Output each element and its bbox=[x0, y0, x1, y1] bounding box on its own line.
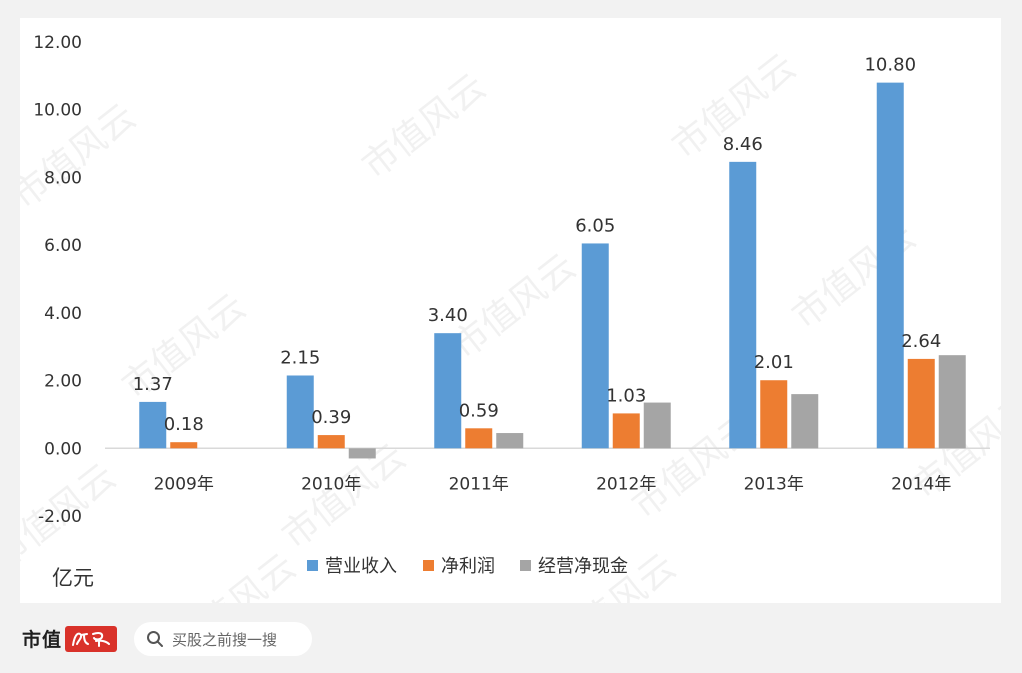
y-tick-label: 8.00 bbox=[44, 168, 82, 188]
x-tick-label: 2013年 bbox=[744, 474, 804, 494]
data-label: 0.18 bbox=[164, 414, 204, 435]
data-label: 0.39 bbox=[311, 407, 351, 428]
x-tick-label: 2010年 bbox=[301, 474, 361, 494]
x-tick-label: 2009年 bbox=[154, 474, 214, 494]
bar-1-3 bbox=[434, 333, 462, 449]
bar-2-6 bbox=[907, 358, 935, 449]
y-tick-label: 2.00 bbox=[44, 372, 82, 392]
brand-seal-logo bbox=[65, 625, 118, 652]
bar-3-6 bbox=[938, 355, 966, 449]
search-placeholder: 买股之前搜一搜 bbox=[172, 630, 278, 649]
search-icon bbox=[147, 631, 163, 647]
legend-swatch-2 bbox=[423, 560, 434, 571]
bar-2-4 bbox=[612, 413, 640, 449]
bar-1-4 bbox=[581, 243, 609, 449]
bar-2-2 bbox=[317, 435, 345, 449]
data-label: 3.40 bbox=[428, 305, 468, 326]
chart-card: 市值风云市值风云市值风云市值风云市值风云市值风云市值风云市值风云市值风云市值风云… bbox=[20, 18, 1001, 603]
search-box[interactable]: 买股之前搜一搜 bbox=[134, 622, 312, 656]
bar-3-2 bbox=[348, 448, 376, 459]
bar-2-1 bbox=[170, 442, 198, 449]
bar-1-2 bbox=[286, 375, 314, 449]
bar-1-5 bbox=[729, 161, 757, 449]
y-tick-label: 0.00 bbox=[44, 439, 82, 459]
legend-label-1: 营业收入 bbox=[325, 556, 397, 577]
legend-swatch-3 bbox=[520, 560, 531, 571]
bar-3-5 bbox=[791, 394, 819, 449]
x-tick-label: 2012年 bbox=[596, 474, 656, 494]
bar-2-5 bbox=[760, 380, 788, 449]
bar-chart: -2.00 0.00 2.00 4.00 6.00 8.00 10.00 12.00 1.37 0… bbox=[33, 33, 990, 590]
brand-logo[interactable]: 市值 bbox=[22, 625, 118, 652]
bar-3-3 bbox=[496, 433, 524, 449]
x-tick-label: 2014年 bbox=[891, 474, 951, 494]
data-label: 6.05 bbox=[575, 215, 615, 236]
brand-name: 市值 bbox=[22, 629, 63, 651]
y-tick-label: 12.00 bbox=[33, 33, 82, 53]
data-label: 0.59 bbox=[459, 400, 499, 421]
legend-label-3: 经营净现金 bbox=[538, 556, 628, 577]
data-label: 8.46 bbox=[723, 134, 763, 155]
data-label: 1.03 bbox=[606, 385, 646, 406]
y-unit-label: 亿元 bbox=[52, 566, 94, 590]
y-tick-label: 10.00 bbox=[33, 101, 82, 121]
y-tick-label: 6.00 bbox=[44, 236, 82, 256]
bar-3-4 bbox=[643, 402, 671, 449]
brand-seal-script-icon bbox=[72, 631, 111, 647]
y-tick-label: -2.00 bbox=[38, 507, 82, 527]
y-tick-label: 4.00 bbox=[44, 304, 82, 324]
data-label: 2.01 bbox=[754, 352, 794, 373]
data-label: 2.64 bbox=[901, 331, 941, 352]
x-tick-label: 2011年 bbox=[449, 474, 509, 494]
data-label: 1.37 bbox=[133, 374, 173, 395]
legend-label-2: 净利润 bbox=[441, 556, 495, 577]
data-label: 2.15 bbox=[280, 347, 320, 368]
footer-bar: 市值 买股之前搜一搜 bbox=[0, 603, 1022, 673]
bar-1-6 bbox=[876, 82, 904, 449]
bar-1-1 bbox=[139, 401, 167, 449]
legend-swatch-1 bbox=[307, 560, 318, 571]
bar-2-3 bbox=[465, 428, 493, 449]
data-label: 10.80 bbox=[864, 55, 916, 76]
